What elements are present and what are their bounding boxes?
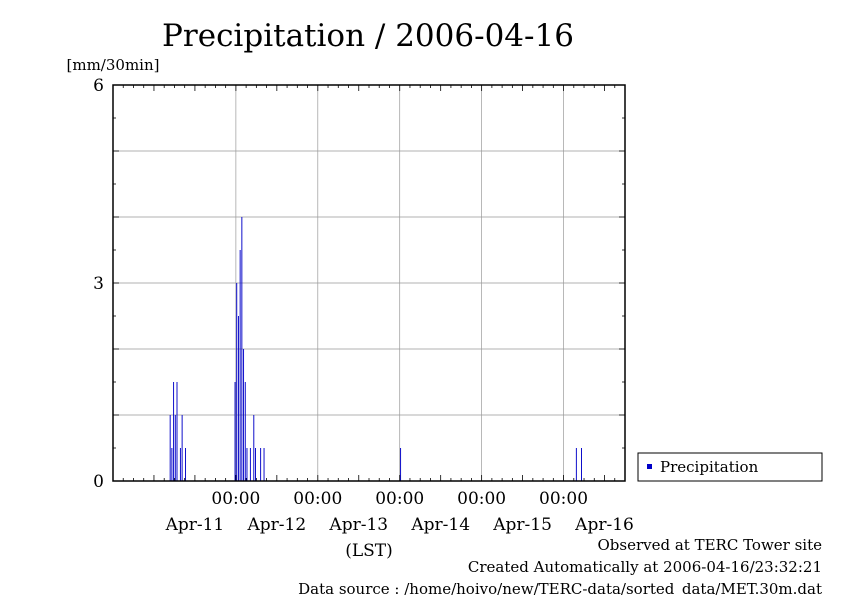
y-tick-label: 0	[93, 472, 104, 492]
x-tick-time: 00:00	[539, 489, 588, 509]
axis-ticks	[112, 84, 626, 482]
precip-bar	[241, 217, 243, 481]
x-tick-date: Apr-13	[328, 515, 388, 535]
precip-bar	[173, 382, 175, 481]
precip-bar	[171, 448, 173, 481]
x-tick-date: Apr-16	[574, 515, 634, 535]
legend-label: Precipitation	[660, 458, 759, 476]
x-tick-time: 00:00	[375, 489, 424, 509]
y-tick-label: 6	[93, 76, 104, 96]
precip-bar	[243, 349, 245, 481]
footer-observed: Observed at TERC Tower site	[597, 536, 822, 554]
precip-bar	[185, 448, 187, 481]
x-tick-date: Apr-15	[492, 515, 552, 535]
x-tick-date: Apr-11	[165, 515, 225, 535]
precip-bar	[253, 415, 255, 481]
precip-bar	[169, 415, 171, 481]
x-tick-time: 00:00	[293, 489, 342, 509]
precip-bar	[237, 316, 239, 481]
legend: Precipitation	[637, 452, 823, 482]
precip-bar	[581, 448, 582, 481]
footer-created: Created Automatically at 2006-04-16/23:3…	[468, 558, 822, 576]
precip-bar	[400, 448, 402, 481]
precip-bar	[179, 448, 181, 481]
precip-bar	[249, 448, 251, 481]
x-tick-labels: 00:00 00:00 00:00 00:00 00:00 Apr-11 Apr-12 Apr…	[165, 489, 634, 535]
precip-bar	[174, 415, 176, 481]
footer-source: Data source : /home/hoivo/new/TERC-data/…	[298, 580, 822, 595]
precip-bar	[263, 448, 265, 481]
precip-bar	[260, 448, 262, 481]
precip-bar	[246, 448, 248, 481]
precip-bar	[575, 448, 577, 481]
x-tick-time: 00:00	[211, 489, 260, 509]
y-axis-label: [mm/30min]	[67, 56, 160, 74]
precip-bar	[255, 448, 256, 481]
chart-title: Precipitation / 2006-04-16	[162, 18, 574, 54]
precip-bar	[239, 250, 241, 481]
x-tick-time: 00:00	[457, 489, 506, 509]
x-tick-date: Apr-12	[247, 515, 307, 535]
precipitation-bars	[169, 217, 582, 481]
legend-box	[637, 452, 823, 482]
legend-swatch	[647, 464, 652, 469]
precip-bar	[244, 382, 246, 481]
precip-bar	[234, 382, 236, 481]
x-axis-label: (LST)	[345, 541, 393, 561]
precip-bar	[236, 283, 238, 481]
grid-lines	[113, 85, 625, 481]
x-tick-date: Apr-14	[410, 515, 470, 535]
precip-bar	[181, 415, 183, 481]
y-tick-labels: 0 3 6	[93, 76, 104, 492]
y-tick-label: 3	[93, 274, 104, 294]
precip-bar	[176, 382, 178, 481]
